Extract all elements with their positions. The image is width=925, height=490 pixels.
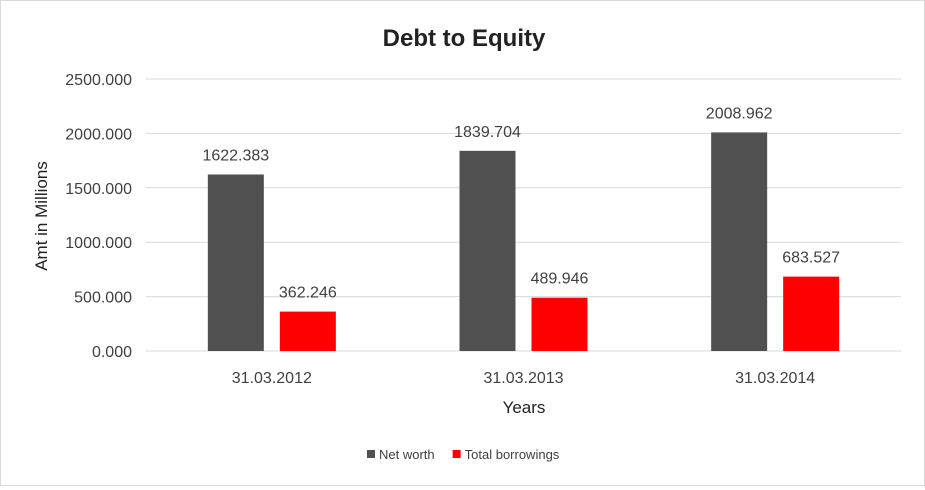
y-tick-label: 1000.000 [65, 235, 132, 252]
y-axis-title: Amt in Millions [32, 161, 51, 271]
x-tick-label: 31.03.2014 [735, 370, 815, 387]
bar [279, 311, 336, 351]
gridlines [146, 78, 901, 352]
chart-title: Debt to Equity [383, 25, 546, 52]
x-axis-title: Years [503, 398, 546, 417]
data-label: 362.246 [279, 285, 337, 302]
bar [207, 174, 264, 351]
legend-label: Net worth [379, 447, 435, 462]
data-label: 2008.962 [706, 105, 773, 122]
data-label: 683.527 [782, 250, 840, 267]
bars [207, 132, 840, 351]
legend-swatch [452, 450, 461, 458]
y-axis-ticks: 0.000 500.000 1000.000 1500.000 2000.000 2500… [65, 72, 132, 361]
legend-swatch [367, 450, 375, 458]
legend-label: Total borrowings [465, 447, 560, 462]
x-tick-label: 31.03.2013 [483, 370, 563, 387]
bar [459, 150, 516, 351]
data-label: 1622.383 [202, 147, 269, 164]
y-tick-label: 1500.000 [65, 181, 132, 198]
legend: Net worth Total borrowings [367, 447, 560, 462]
data-label: 1839.704 [454, 124, 521, 141]
data-label: 489.946 [531, 271, 589, 288]
bar [783, 276, 840, 351]
y-tick-label: 2500.000 [65, 72, 132, 89]
x-tick-label: 31.03.2012 [232, 370, 312, 387]
y-tick-label: 500.000 [74, 290, 132, 307]
y-tick-label: 2000.000 [65, 126, 132, 143]
y-tick-label: 0.000 [92, 344, 132, 361]
x-axis-ticks: 31.03.2012 31.03.2013 31.03.2014 [232, 370, 816, 387]
data-labels: 1622.383 362.246 1839.704 489.946 2008.962 68… [202, 105, 840, 301]
bar [531, 297, 588, 351]
bar [711, 132, 768, 351]
